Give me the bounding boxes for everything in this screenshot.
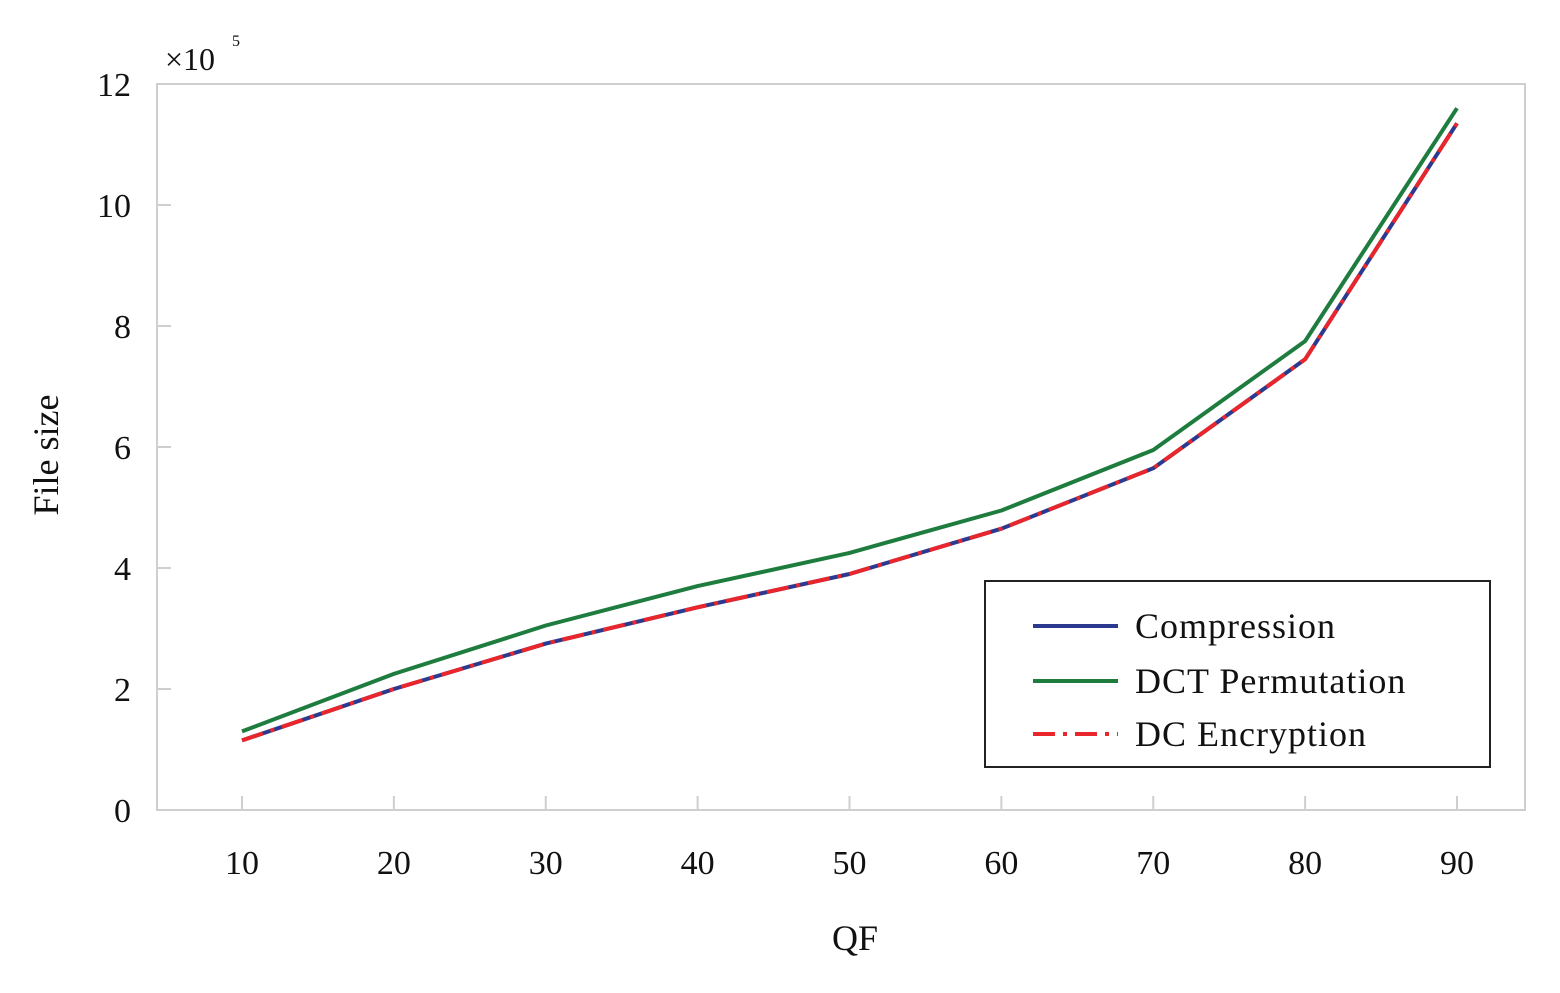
x-tick-label: 20	[377, 845, 411, 882]
series-line-dc-encryption	[241, 122, 1459, 743]
y-tick-label: 6	[114, 430, 131, 467]
y-tick-label: 2	[114, 672, 131, 709]
x-tick-label: 50	[833, 845, 867, 882]
x-tick-label: 70	[1136, 845, 1170, 882]
series-line-dct-permutation	[241, 107, 1459, 734]
x-tick-label: 10	[225, 845, 259, 882]
x-axis: 10 20 30 40 50 60 70 80 90	[225, 796, 1474, 882]
x-tick-label: 90	[1440, 845, 1474, 882]
y-axis: 0 2 4 6 8 10 12	[97, 67, 171, 830]
y-tick-label: 0	[114, 793, 131, 830]
y-tick-label: 12	[97, 67, 131, 104]
legend-label: DC Encryption	[1135, 714, 1367, 754]
x-axis-label: QF	[832, 918, 878, 958]
y-tick-label: 10	[97, 188, 131, 225]
y-axis-multiplier: ×10	[165, 41, 215, 77]
x-tick-label: 60	[984, 845, 1018, 882]
y-tick-label: 8	[114, 309, 131, 346]
y-axis-label: File size	[26, 395, 66, 516]
legend-label: Compression	[1135, 606, 1336, 646]
x-tick-label: 30	[529, 845, 563, 882]
x-tick-label: 80	[1288, 845, 1322, 882]
legend-label: DCT Permutation	[1135, 661, 1406, 701]
series-layer	[241, 107, 1459, 743]
y-axis-multiplier-exponent: 5	[232, 33, 240, 50]
y-tick-label: 4	[114, 551, 131, 588]
x-tick-label: 40	[681, 845, 715, 882]
legend-box	[984, 580, 1491, 768]
legend: Compression DCT Permutation DC Encryption	[984, 580, 1491, 768]
